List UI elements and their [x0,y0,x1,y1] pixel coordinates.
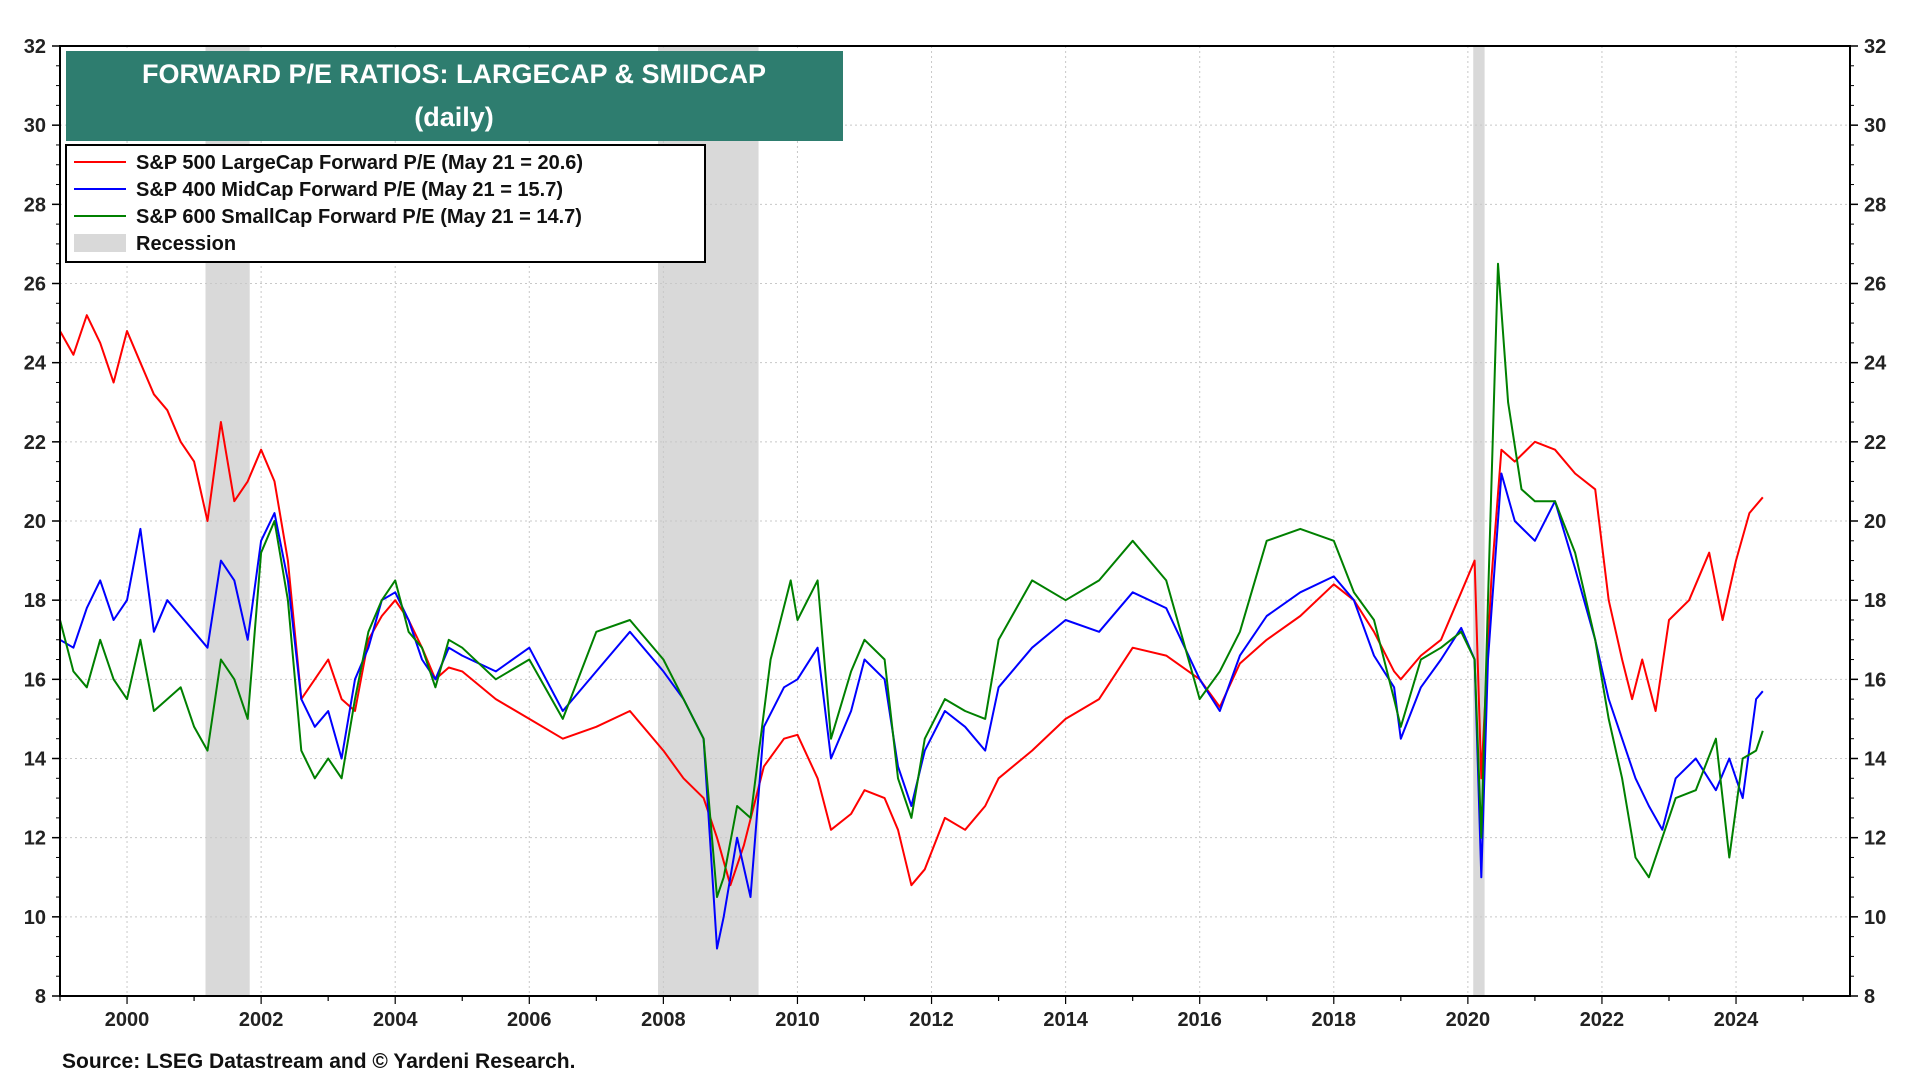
y-tick-label-left: 12 [24,828,46,850]
gridlines [60,46,1850,996]
y-tick-label-left: 22 [24,432,46,454]
x-tick-label: 2014 [1043,1009,1088,1031]
legend-entry-label: S&P 400 MidCap Forward P/E (May 21 = 15.… [136,179,563,201]
x-tick-label: 2004 [373,1009,418,1031]
legend-entry-label: Recession [136,233,236,255]
series-line-midcap [59,472,1764,950]
x-tick-label: 2024 [1714,1009,1759,1031]
y-tick-label-left: 24 [24,353,47,375]
y-tick-label-right: 32 [1864,36,1886,58]
y-tick-label-right: 16 [1864,669,1886,691]
y-tick-label-left: 18 [24,590,46,612]
x-tick-label: 2022 [1580,1009,1625,1031]
y-tick-label-right: 22 [1864,432,1886,454]
series-line-largecap [59,314,1764,887]
x-tick-label: 2016 [1177,1009,1222,1031]
series-lines [59,262,1764,950]
x-tick-label: 2006 [507,1009,552,1031]
chart-title: FORWARD P/E RATIOS: LARGECAP & SMIDCAP [142,59,766,89]
legend-swatch-recession [74,234,126,252]
y-tick-label-left: 10 [24,907,46,929]
y-tick-label-left: 16 [24,669,46,691]
recession-band [1473,46,1485,996]
series-line-smallcap [59,262,1764,898]
y-tick-label-right: 28 [1864,194,1886,216]
y-tick-label-left: 26 [24,274,46,296]
x-tick-label: 2020 [1446,1009,1491,1031]
x-tick-label: 2010 [775,1009,820,1031]
legend-entry-label: S&P 600 SmallCap Forward P/E (May 21 = 1… [136,206,582,228]
legend: S&P 500 LargeCap Forward P/E (May 21 = 2… [65,144,706,263]
x-tick-label: 2000 [105,1009,150,1031]
y-tick-label-right: 12 [1864,828,1886,850]
y-tick-label-right: 30 [1864,115,1886,137]
y-tick-label-right: 8 [1864,986,1875,1008]
y-tick-label-left: 20 [24,511,46,533]
y-tick-label-left: 8 [35,986,46,1008]
source-note: Source: LSEG Datastream and © Yardeni Re… [62,1050,575,1073]
y-tick-label-right: 18 [1864,590,1886,612]
y-tick-label-right: 14 [1864,749,1887,771]
y-tick-label-left: 32 [24,36,46,58]
x-tick-label: 2002 [239,1009,284,1031]
chart-subtitle: (daily) [414,102,494,132]
legend-box [65,144,706,263]
x-tick-label: 2008 [641,1009,686,1031]
x-tick-label: 2018 [1312,1009,1357,1031]
title-background [66,51,843,141]
y-tick-label-left: 14 [24,749,47,771]
title-box: FORWARD P/E RATIOS: LARGECAP & SMIDCAP (… [66,51,843,141]
y-tick-label-left: 28 [24,194,46,216]
y-tick-label-right: 24 [1864,353,1887,375]
legend-entry-label: S&P 500 LargeCap Forward P/E (May 21 = 2… [136,152,583,174]
x-tick-label: 2012 [909,1009,954,1031]
y-tick-label-right: 10 [1864,907,1886,929]
y-tick-label-left: 30 [24,115,46,137]
y-tick-label-right: 20 [1864,511,1886,533]
y-tick-label-right: 26 [1864,274,1886,296]
